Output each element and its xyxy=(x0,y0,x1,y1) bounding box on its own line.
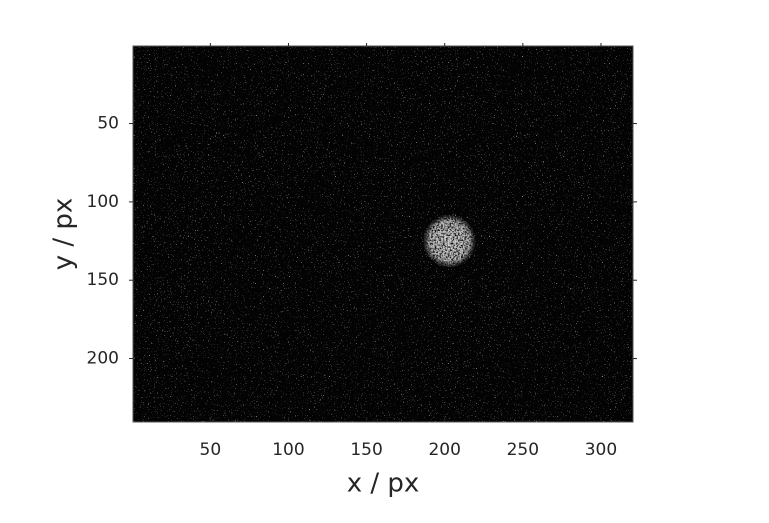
axes-box xyxy=(132,45,634,423)
x-tick-label: 150 xyxy=(350,440,382,460)
x-tick-label: 250 xyxy=(507,440,539,460)
x-tick-label: 300 xyxy=(585,440,617,460)
y-axis-label: y / px xyxy=(49,198,79,271)
spot-group xyxy=(422,214,476,268)
x-axis-label: x / px xyxy=(347,469,420,499)
y-tick-label: 150 xyxy=(87,270,119,290)
x-tick-label: 50 xyxy=(200,440,222,460)
y-tick-label: 200 xyxy=(87,349,119,369)
y-tick-label: 100 xyxy=(87,192,119,212)
x-tick-label: 200 xyxy=(428,440,460,460)
plot-area xyxy=(133,46,633,422)
spot xyxy=(422,214,476,268)
x-tick-label: 100 xyxy=(272,440,304,460)
noise xyxy=(133,46,633,422)
y-tick-label: 50 xyxy=(97,114,119,134)
